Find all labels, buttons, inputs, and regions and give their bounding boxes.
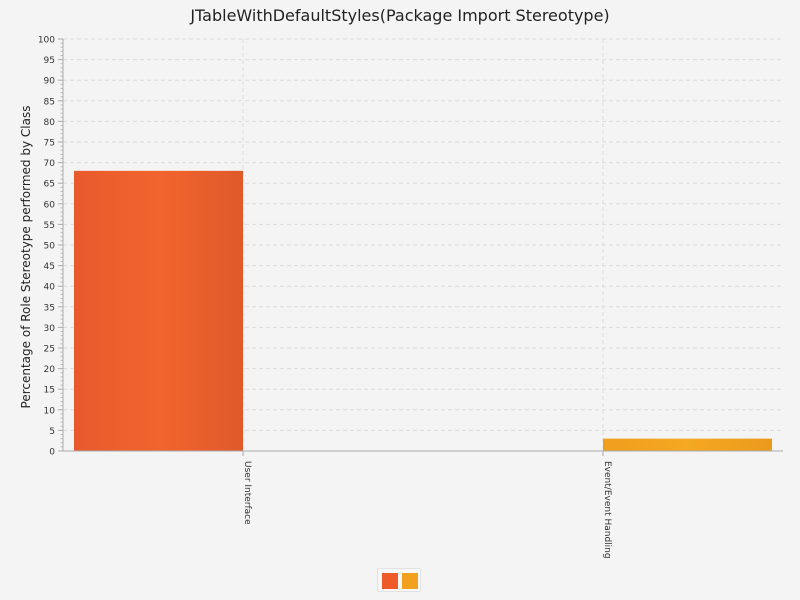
y-tick-label: 40 xyxy=(44,283,56,293)
y-tick-label: 60 xyxy=(44,200,56,210)
y-tick-label: 55 xyxy=(44,221,55,231)
chart-title: JTableWithDefaultStyles(Package Import S… xyxy=(190,6,610,25)
y-tick-label: 100 xyxy=(38,36,55,46)
y-tick-label: 0 xyxy=(49,448,55,458)
y-tick-label: 30 xyxy=(44,324,56,334)
legend-swatch-series-1 xyxy=(382,573,398,589)
y-tick-label: 95 xyxy=(44,56,55,66)
y-tick-label: 65 xyxy=(44,180,55,190)
y-tick-label: 80 xyxy=(44,118,56,128)
x-tick-label: User Interface xyxy=(242,461,252,525)
y-tick-label: 85 xyxy=(44,97,55,107)
y-tick-label: 25 xyxy=(44,345,55,355)
y-tick-label: 70 xyxy=(44,159,56,169)
y-tick-label: 45 xyxy=(44,262,55,272)
y-tick-label: 75 xyxy=(44,139,55,149)
y-tick-label: 35 xyxy=(44,303,55,313)
y-tick-label: 50 xyxy=(44,242,56,252)
axes: 0 5 10 15 20 25 30 35 40 45 50 55 60 65 70 75 80 85 90 95 10… xyxy=(38,36,783,559)
y-tick-label: 20 xyxy=(44,365,56,375)
bar-user-interface-series-1 xyxy=(74,170,243,451)
legend xyxy=(377,568,421,592)
bars xyxy=(74,170,772,451)
y-tick-label: 10 xyxy=(44,406,56,416)
x-tick-label: Event/Event Handling xyxy=(602,461,612,559)
y-tick-label: 15 xyxy=(44,386,55,396)
y-tick-label: 90 xyxy=(44,77,56,87)
bar-event-event-handling-series-2 xyxy=(603,438,772,451)
legend-swatch-series-2 xyxy=(402,573,418,589)
y-tick-label: 5 xyxy=(49,427,55,437)
